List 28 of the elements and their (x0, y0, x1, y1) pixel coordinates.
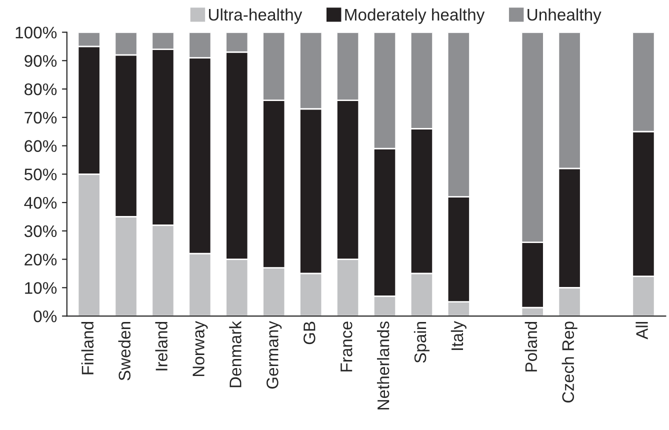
legend-label: Ultra-healthy (209, 8, 302, 24)
y-tick-label: 30% (24, 225, 57, 238)
x-tick-label: Poland (524, 322, 538, 372)
x-tick-label: Netherlands (376, 322, 390, 410)
x-tick-label: Spain (414, 322, 430, 363)
x-tick-label: Czech Rep (562, 322, 578, 403)
y-tick-label: 0% (34, 310, 57, 322)
x-tick-label: Denmark (229, 320, 242, 388)
y-tick-label: 60% (24, 140, 57, 152)
legend-label: Moderately healthy (345, 8, 485, 24)
y-tick-label: 40% (24, 196, 57, 209)
x-tick-label: Sweden (118, 322, 131, 380)
y-tick-label: 70% (24, 112, 57, 124)
x-tick-label: Finland (81, 322, 94, 374)
y-tick-label: 80% (24, 83, 57, 96)
x-tick-label: GB (304, 322, 316, 344)
legend-label: Unhealthy (528, 8, 602, 24)
y-tick-label: 50% (24, 168, 57, 180)
y-tick-label: 90% (24, 55, 57, 67)
y-tick-label: 10% (25, 282, 57, 294)
x-tick-label: Ireland (155, 322, 168, 370)
x-tick-label: Norway (192, 320, 208, 376)
x-tick-label: France (340, 322, 352, 372)
x-tick-label: All (636, 322, 648, 340)
x-tick-label: Germany (266, 320, 282, 389)
x-tick-label: Italy (450, 320, 466, 350)
y-tick-label: 20% (24, 254, 57, 266)
y-tick-label: 100% (16, 26, 57, 38)
